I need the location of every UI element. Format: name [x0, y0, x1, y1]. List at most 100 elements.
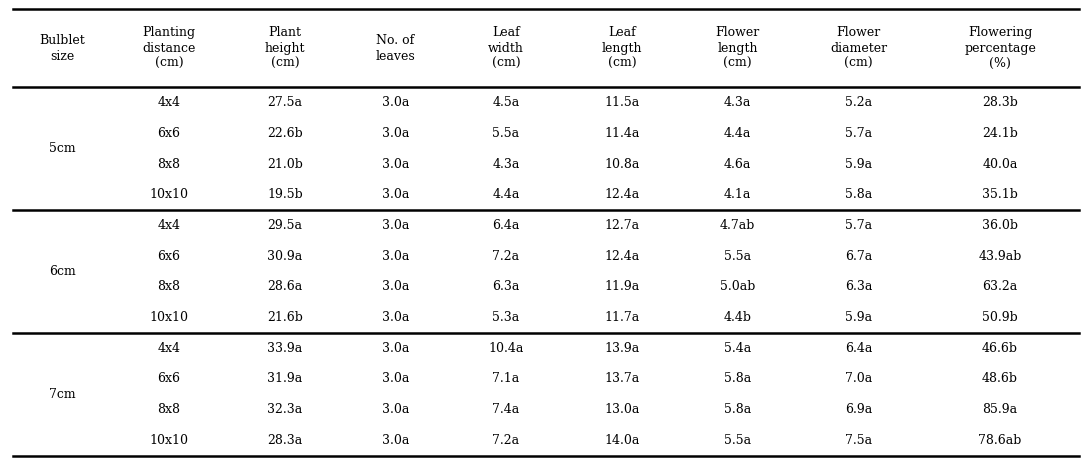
- Text: 4x4: 4x4: [157, 219, 180, 232]
- Text: 10x10: 10x10: [150, 434, 189, 447]
- Text: Flower
length
(cm): Flower length (cm): [715, 27, 760, 70]
- Text: 3.0a: 3.0a: [382, 96, 410, 109]
- Text: 6x6: 6x6: [157, 250, 180, 263]
- Text: 6.3a: 6.3a: [492, 280, 520, 293]
- Text: 12.4a: 12.4a: [604, 250, 640, 263]
- Text: 36.0b: 36.0b: [982, 219, 1018, 232]
- Text: 7.5a: 7.5a: [845, 434, 873, 447]
- Text: 31.9a: 31.9a: [268, 372, 302, 385]
- Text: 4.1a: 4.1a: [724, 188, 751, 201]
- Text: 29.5a: 29.5a: [268, 219, 302, 232]
- Text: 50.9b: 50.9b: [982, 311, 1018, 324]
- Text: 6x6: 6x6: [157, 372, 180, 385]
- Text: 3.0a: 3.0a: [382, 250, 410, 263]
- Text: 78.6ab: 78.6ab: [978, 434, 1022, 447]
- Text: 3.0a: 3.0a: [382, 311, 410, 324]
- Text: 10.8a: 10.8a: [604, 158, 640, 171]
- Text: 5.5a: 5.5a: [724, 250, 751, 263]
- Text: 5.0ab: 5.0ab: [720, 280, 756, 293]
- Text: 19.5b: 19.5b: [268, 188, 302, 201]
- Text: 28.3a: 28.3a: [268, 434, 302, 447]
- Text: 30.9a: 30.9a: [268, 250, 302, 263]
- Text: 8x8: 8x8: [157, 158, 180, 171]
- Text: 32.3a: 32.3a: [268, 403, 302, 416]
- Text: 12.4a: 12.4a: [604, 188, 640, 201]
- Text: 10.4a: 10.4a: [488, 342, 524, 355]
- Text: 4.4b: 4.4b: [724, 311, 751, 324]
- Text: 5cm: 5cm: [49, 142, 75, 155]
- Text: 4.3a: 4.3a: [492, 158, 520, 171]
- Text: 11.7a: 11.7a: [604, 311, 640, 324]
- Text: Flowering
percentage
(%): Flowering percentage (%): [964, 27, 1036, 70]
- Text: 5.7a: 5.7a: [845, 219, 873, 232]
- Text: Plant
height
(cm): Plant height (cm): [264, 27, 305, 70]
- Text: 5.2a: 5.2a: [845, 96, 873, 109]
- Text: 63.2a: 63.2a: [983, 280, 1018, 293]
- Text: 48.6b: 48.6b: [982, 372, 1018, 385]
- Text: 11.9a: 11.9a: [604, 280, 640, 293]
- Text: 11.5a: 11.5a: [604, 96, 640, 109]
- Text: 6.7a: 6.7a: [845, 250, 873, 263]
- Text: 11.4a: 11.4a: [604, 127, 640, 140]
- Text: 24.1b: 24.1b: [982, 127, 1018, 140]
- Text: 3.0a: 3.0a: [382, 127, 410, 140]
- Text: No. of
leaves: No. of leaves: [376, 34, 415, 63]
- Text: 3.0a: 3.0a: [382, 434, 410, 447]
- Text: 3.0a: 3.0a: [382, 403, 410, 416]
- Text: 3.0a: 3.0a: [382, 188, 410, 201]
- Text: 5.8a: 5.8a: [845, 188, 873, 201]
- Text: 6.4a: 6.4a: [492, 219, 520, 232]
- Text: 22.6b: 22.6b: [268, 127, 302, 140]
- Text: 4.4a: 4.4a: [724, 127, 751, 140]
- Text: 3.0a: 3.0a: [382, 158, 410, 171]
- Text: 7cm: 7cm: [49, 388, 75, 401]
- Text: 4.3a: 4.3a: [724, 96, 751, 109]
- Text: Planting
distance
(cm): Planting distance (cm): [142, 27, 195, 70]
- Text: 10x10: 10x10: [150, 311, 189, 324]
- Text: 7.0a: 7.0a: [845, 372, 873, 385]
- Text: 5.8a: 5.8a: [724, 372, 751, 385]
- Text: 13.9a: 13.9a: [604, 342, 640, 355]
- Text: 8x8: 8x8: [157, 280, 180, 293]
- Text: 3.0a: 3.0a: [382, 342, 410, 355]
- Text: 4.5a: 4.5a: [492, 96, 520, 109]
- Text: 46.6b: 46.6b: [982, 342, 1018, 355]
- Text: 7.1a: 7.1a: [492, 372, 520, 385]
- Text: 5.3a: 5.3a: [492, 311, 520, 324]
- Text: 7.2a: 7.2a: [492, 250, 520, 263]
- Text: 5.7a: 5.7a: [845, 127, 873, 140]
- Text: 3.0a: 3.0a: [382, 219, 410, 232]
- Text: 4x4: 4x4: [157, 342, 180, 355]
- Text: 5.5a: 5.5a: [724, 434, 751, 447]
- Text: Leaf
width
(cm): Leaf width (cm): [488, 27, 524, 70]
- Text: 7.2a: 7.2a: [492, 434, 520, 447]
- Text: 6.3a: 6.3a: [845, 280, 873, 293]
- Text: 5.9a: 5.9a: [845, 158, 873, 171]
- Text: 33.9a: 33.9a: [268, 342, 302, 355]
- Text: 13.0a: 13.0a: [604, 403, 640, 416]
- Text: 4.6a: 4.6a: [724, 158, 751, 171]
- Text: Flower
diameter
(cm): Flower diameter (cm): [830, 27, 887, 70]
- Text: 4.7ab: 4.7ab: [720, 219, 756, 232]
- Text: 21.6b: 21.6b: [266, 311, 302, 324]
- Text: 14.0a: 14.0a: [604, 434, 640, 447]
- Text: 21.0b: 21.0b: [266, 158, 302, 171]
- Text: 27.5a: 27.5a: [268, 96, 302, 109]
- Text: 5.5a: 5.5a: [492, 127, 520, 140]
- Text: 5.8a: 5.8a: [724, 403, 751, 416]
- Text: 12.7a: 12.7a: [604, 219, 640, 232]
- Text: 28.3b: 28.3b: [982, 96, 1018, 109]
- Text: 3.0a: 3.0a: [382, 280, 410, 293]
- Text: 85.9a: 85.9a: [983, 403, 1018, 416]
- Text: 35.1b: 35.1b: [982, 188, 1018, 201]
- Text: 6.4a: 6.4a: [845, 342, 873, 355]
- Text: 13.7a: 13.7a: [604, 372, 640, 385]
- Text: 8x8: 8x8: [157, 403, 180, 416]
- Text: 10x10: 10x10: [150, 188, 189, 201]
- Text: 4.4a: 4.4a: [492, 188, 520, 201]
- Text: 4x4: 4x4: [157, 96, 180, 109]
- Text: 28.6a: 28.6a: [268, 280, 302, 293]
- Text: 5.9a: 5.9a: [845, 311, 873, 324]
- Text: 3.0a: 3.0a: [382, 372, 410, 385]
- Text: Bulblet
size: Bulblet size: [39, 34, 85, 63]
